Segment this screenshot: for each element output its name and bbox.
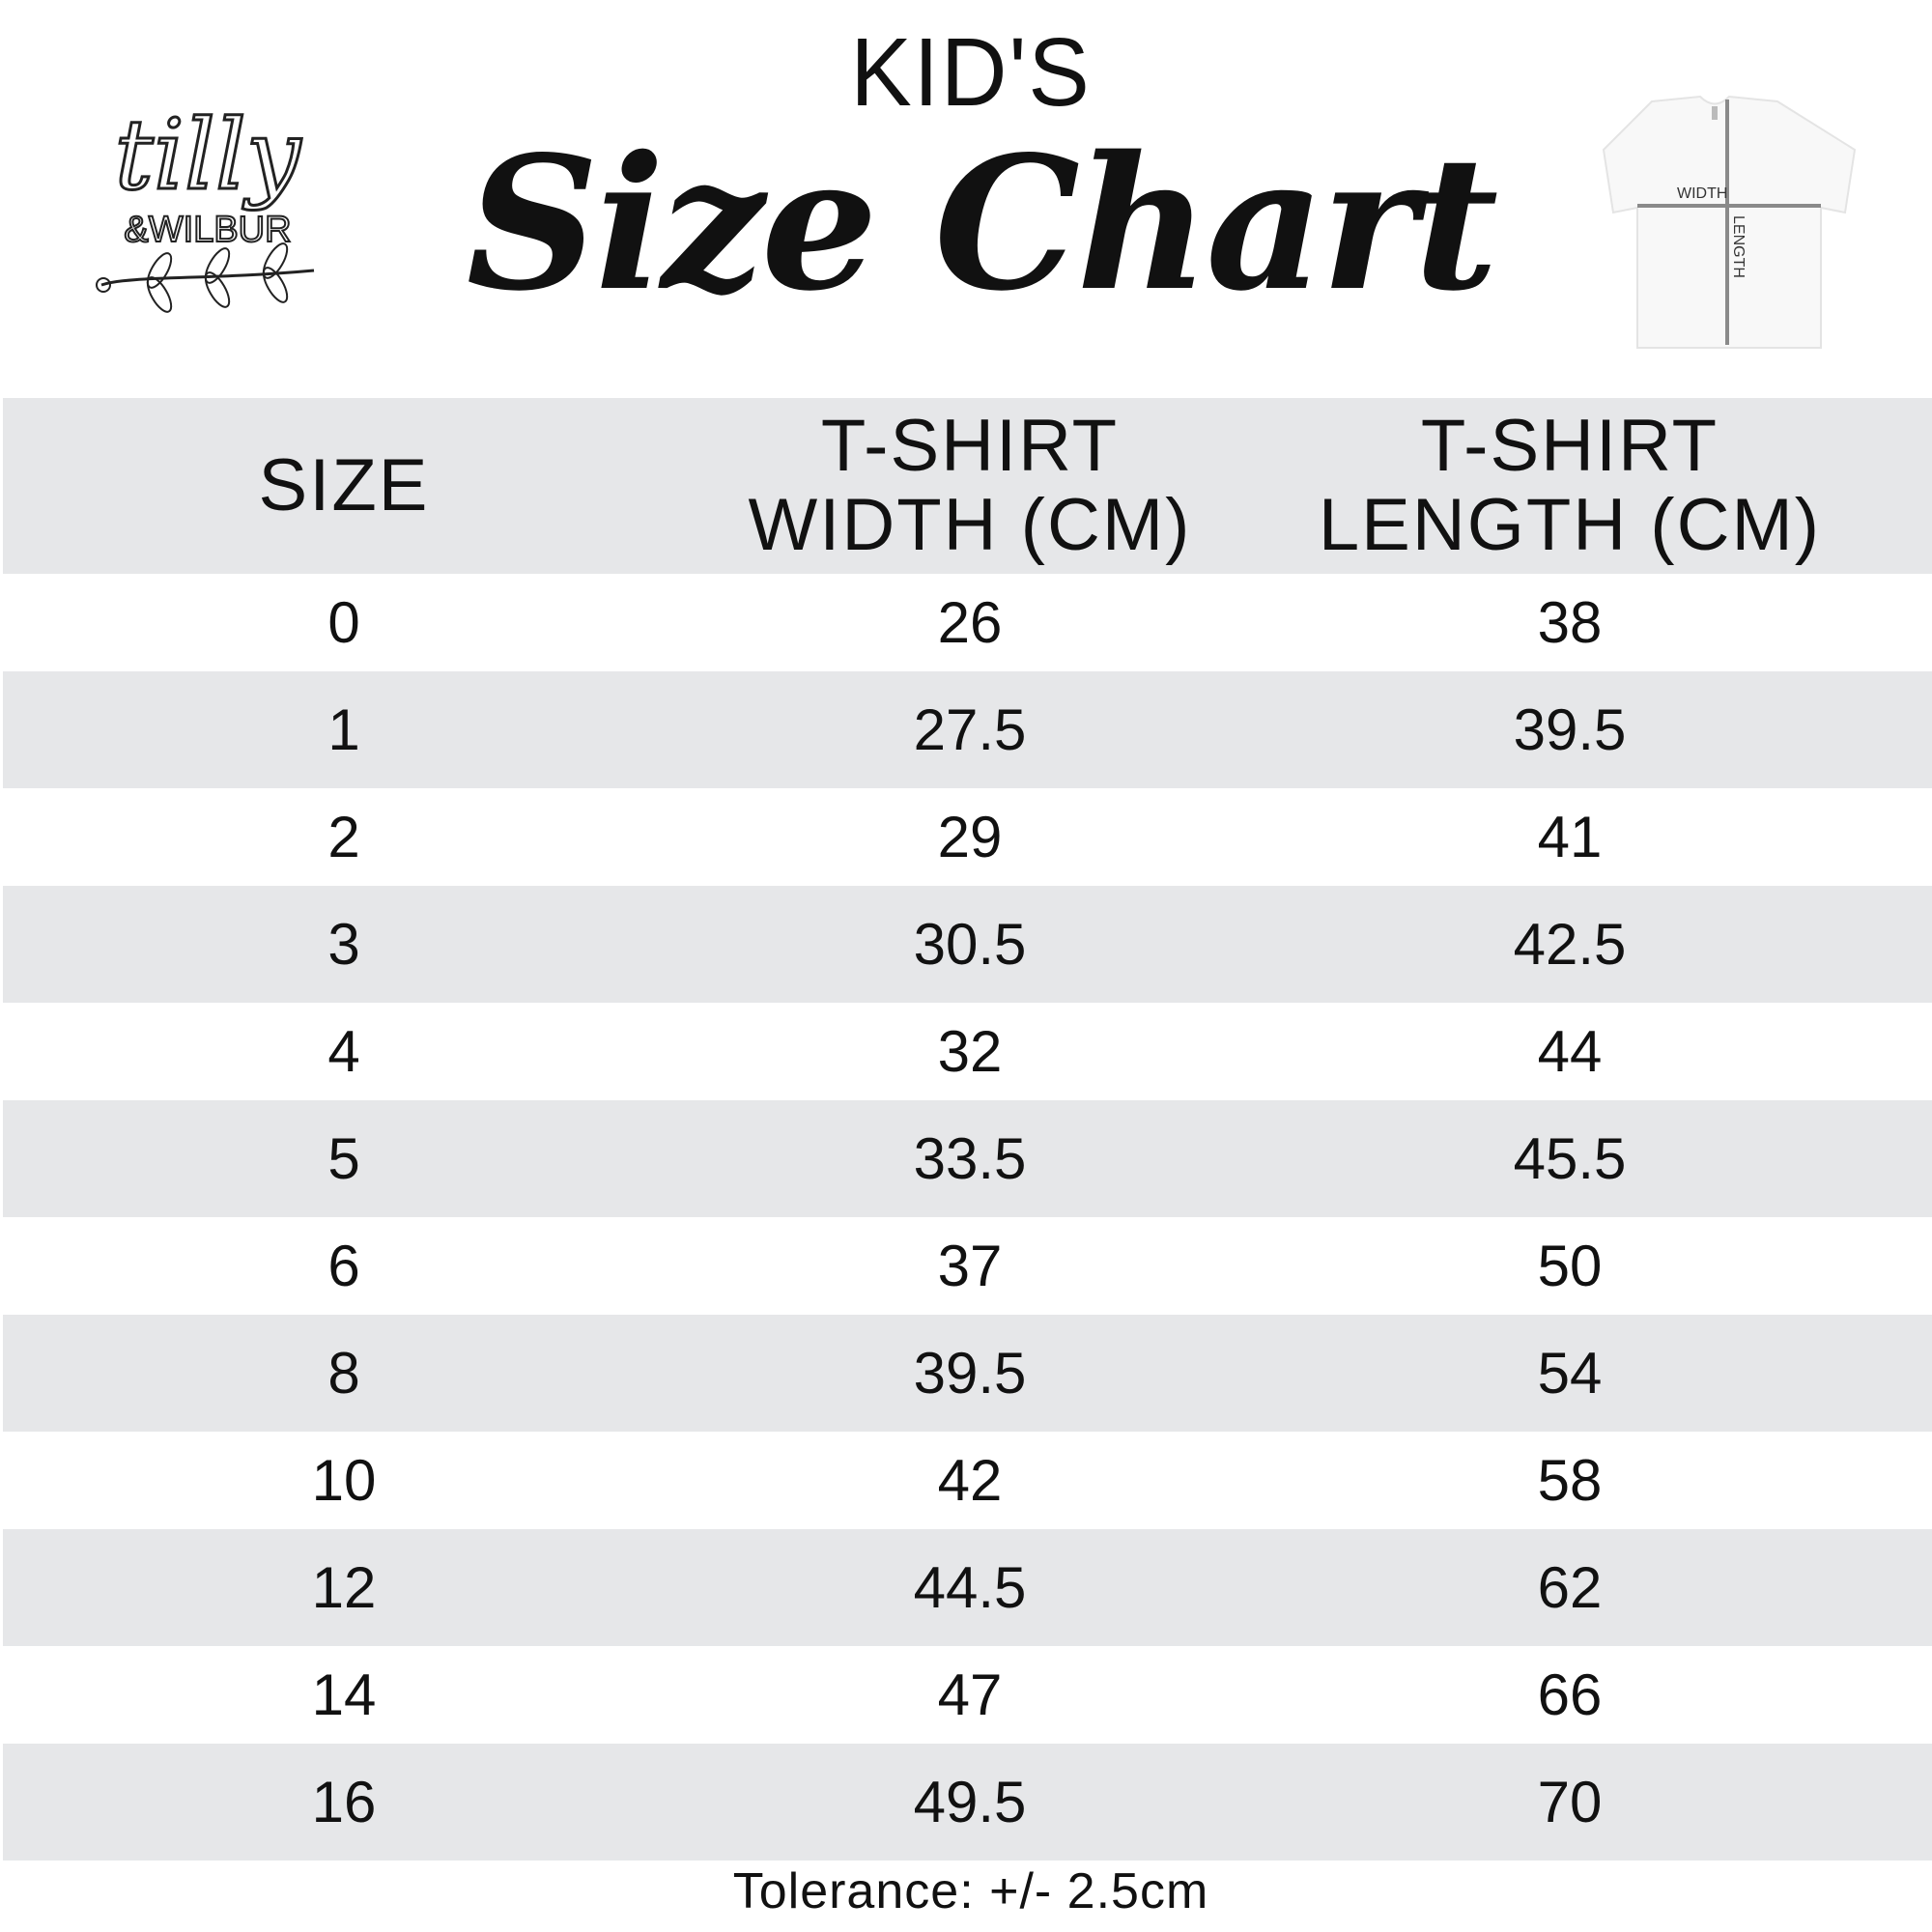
width-cell: 29 bbox=[937, 805, 1003, 869]
header-line: T-SHIRT bbox=[1420, 405, 1719, 487]
size-cell: 8 bbox=[327, 1341, 360, 1406]
table-row: 2 29 41 bbox=[3, 788, 1932, 886]
length-cell: 66 bbox=[1537, 1662, 1603, 1727]
column-header-length: T-SHIRT LENGTH (CM) bbox=[1319, 407, 1821, 565]
page-title: Size Chart bbox=[466, 116, 1499, 331]
table-row: 5 33.5 45.5 bbox=[3, 1100, 1932, 1217]
kicker-title: KID'S bbox=[850, 18, 1092, 127]
width-cell: 30.5 bbox=[913, 912, 1027, 977]
length-cell: 38 bbox=[1537, 590, 1603, 655]
column-header-width: T-SHIRT WIDTH (CM) bbox=[749, 407, 1192, 565]
length-cell: 44 bbox=[1537, 1019, 1603, 1084]
length-cell: 42.5 bbox=[1513, 912, 1627, 977]
table-row: 12 44.5 62 bbox=[3, 1529, 1932, 1646]
table-row: 4 32 44 bbox=[3, 1003, 1932, 1100]
width-cell: 33.5 bbox=[913, 1126, 1027, 1191]
table-row: 3 30.5 42.5 bbox=[3, 886, 1932, 1003]
length-cell: 70 bbox=[1537, 1770, 1603, 1834]
length-cell: 45.5 bbox=[1513, 1126, 1627, 1191]
svg-text:tilly: tilly bbox=[115, 99, 302, 212]
length-cell: 50 bbox=[1537, 1234, 1603, 1298]
length-cell: 62 bbox=[1537, 1555, 1603, 1620]
size-cell: 3 bbox=[327, 912, 360, 977]
tshirt-diagram: WIDTH LENGTH bbox=[1602, 95, 1857, 349]
size-cell: 0 bbox=[327, 590, 360, 655]
svg-text:&WILBUR: &WILBUR bbox=[124, 210, 291, 250]
width-cell: 47 bbox=[937, 1662, 1003, 1727]
table-row: 8 39.5 54 bbox=[3, 1315, 1932, 1432]
table-row: 1 27.5 39.5 bbox=[3, 671, 1932, 788]
table-row: 14 47 66 bbox=[3, 1646, 1932, 1744]
size-table: SIZE T-SHIRT WIDTH (CM) T-SHIRT LENGTH (CM… bbox=[3, 398, 1932, 1861]
width-cell: 42 bbox=[937, 1448, 1003, 1513]
size-cell: 12 bbox=[311, 1555, 377, 1620]
brand-logo: tilly &WILBUR bbox=[96, 98, 315, 313]
size-cell: 6 bbox=[327, 1234, 360, 1298]
length-cell: 54 bbox=[1537, 1341, 1603, 1406]
size-cell: 4 bbox=[327, 1019, 360, 1084]
table-row: 6 37 50 bbox=[3, 1217, 1932, 1315]
size-cell: 16 bbox=[311, 1770, 377, 1834]
table-row: 16 49.5 70 bbox=[3, 1744, 1932, 1861]
table-row: 10 42 58 bbox=[3, 1432, 1932, 1529]
size-cell: 10 bbox=[311, 1448, 377, 1513]
width-cell: 49.5 bbox=[913, 1770, 1027, 1834]
width-cell: 37 bbox=[937, 1234, 1003, 1298]
size-cell: 5 bbox=[327, 1126, 360, 1191]
tolerance-note: Tolerance: +/- 2.5cm bbox=[732, 1863, 1209, 1919]
width-cell: 32 bbox=[937, 1019, 1003, 1084]
length-cell: 39.5 bbox=[1513, 697, 1627, 762]
header-line: LENGTH (CM) bbox=[1318, 484, 1822, 566]
length-label: LENGTH bbox=[1730, 215, 1747, 278]
column-header-size: SIZE bbox=[259, 446, 430, 526]
size-cell: 2 bbox=[327, 805, 360, 869]
size-cell: 14 bbox=[311, 1662, 377, 1727]
header-line: T-SHIRT bbox=[820, 405, 1120, 487]
length-cell: 41 bbox=[1537, 805, 1603, 869]
table-header: SIZE T-SHIRT WIDTH (CM) T-SHIRT LENGTH (CM… bbox=[3, 398, 1932, 574]
length-cell: 58 bbox=[1537, 1448, 1603, 1513]
width-cell: 27.5 bbox=[913, 697, 1027, 762]
width-cell: 44.5 bbox=[913, 1555, 1027, 1620]
header-line: WIDTH (CM) bbox=[748, 484, 1192, 566]
width-label: WIDTH bbox=[1677, 185, 1727, 202]
table-row: 0 26 38 bbox=[3, 574, 1932, 671]
width-cell: 39.5 bbox=[913, 1341, 1027, 1406]
width-cell: 26 bbox=[937, 590, 1003, 655]
size-cell: 1 bbox=[327, 697, 360, 762]
header-line: SIZE bbox=[258, 444, 430, 526]
